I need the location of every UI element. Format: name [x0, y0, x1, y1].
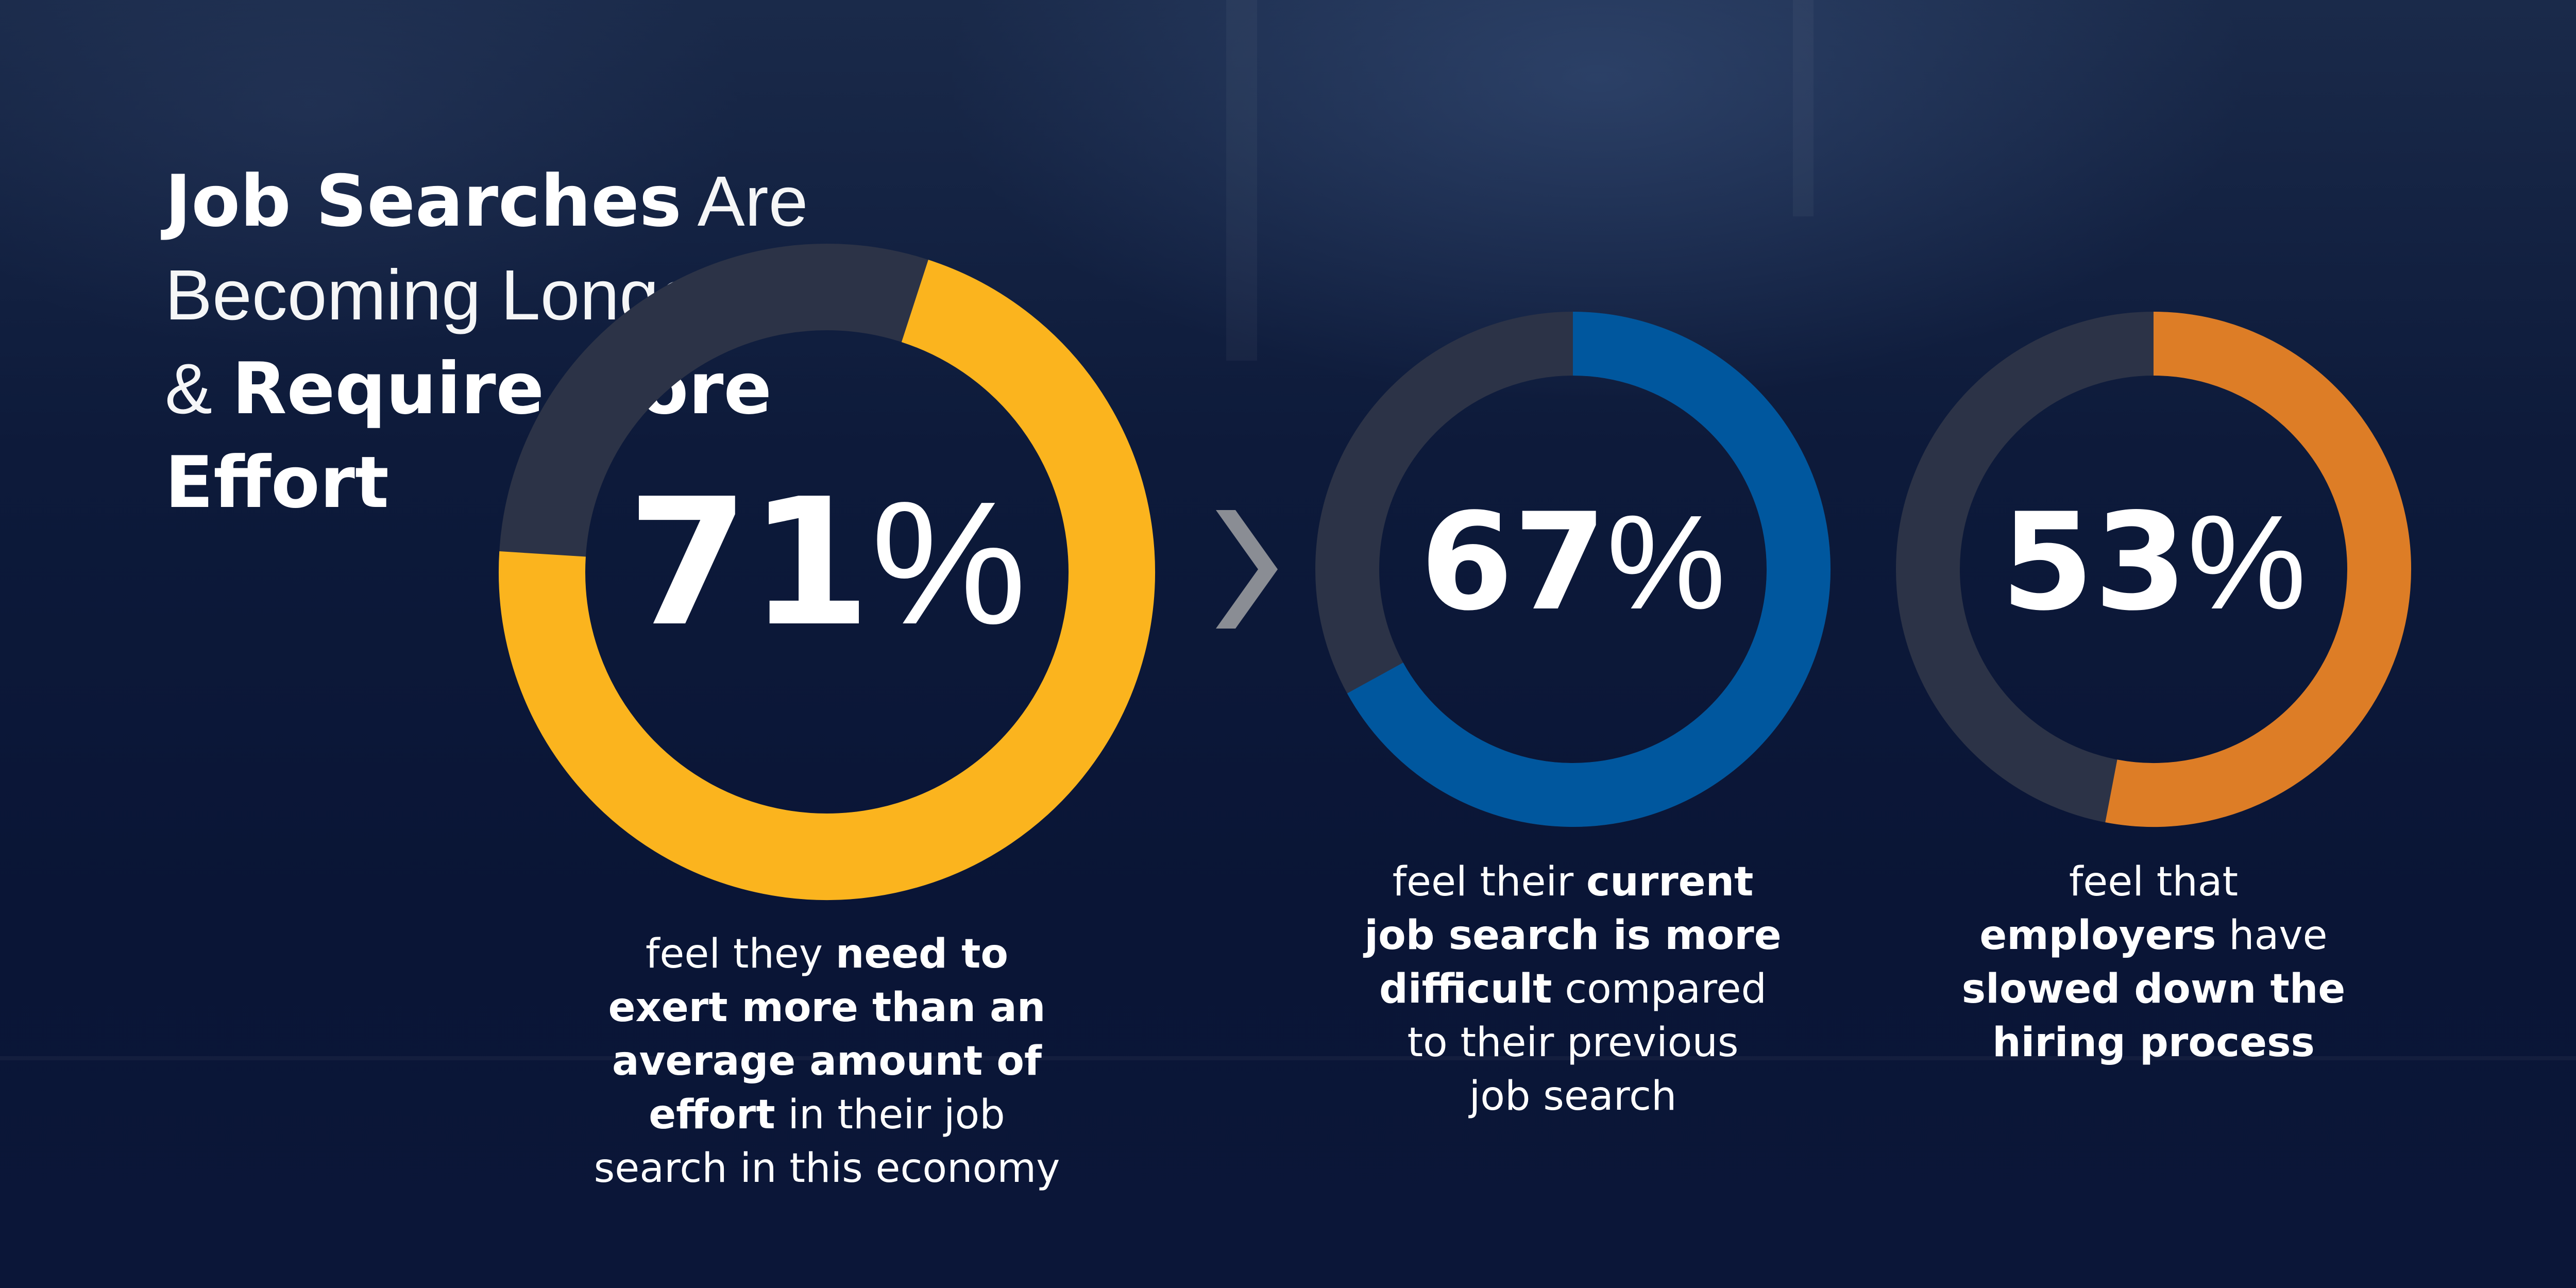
- caption-text: search in this economy: [594, 1145, 1060, 1192]
- caption-text: have: [2216, 912, 2328, 959]
- caption-line: difficult compared: [1315, 962, 1831, 1016]
- headline-line-1: Job Searches Are: [165, 155, 886, 248]
- caption-text: compared: [1552, 966, 1767, 1012]
- caption-line: hiring process: [1896, 1016, 2411, 1070]
- caption-line: job search is more: [1315, 909, 1831, 962]
- background-beam: [0, 1056, 2576, 1060]
- caption-line: feel they need to: [544, 927, 1110, 981]
- caption-bold-text: current: [1586, 859, 1754, 905]
- caption-text: to their previous: [1407, 1020, 1739, 1066]
- caption-text: feel that: [2069, 859, 2239, 905]
- caption-bold-text: hiring process: [1992, 1020, 2315, 1066]
- chevron-right-icon: [1216, 510, 1278, 629]
- caption-line: feel their current: [1315, 855, 1831, 909]
- percent-symbol-1: %: [871, 465, 1027, 661]
- caption-bold-text: employers: [1979, 912, 2216, 959]
- percent-symbol-3: %: [2187, 488, 2307, 637]
- caption-1: feel they need to exert more than an avera…: [544, 927, 1110, 1195]
- caption-text: feel their: [1392, 859, 1587, 905]
- percent-number-1: 71: [627, 461, 871, 665]
- caption-3: feel that employers have slowed down the hi…: [1896, 855, 2411, 1070]
- caption-bold-text: need to: [835, 931, 1009, 977]
- headline-light-1: Are: [681, 162, 808, 241]
- caption-bold-text: difficult: [1379, 966, 1552, 1012]
- caption-line: feel that: [1896, 855, 2411, 909]
- headline-bold-1: Job Searches: [165, 160, 682, 243]
- caption-bold-text: slowed down the: [1961, 966, 2346, 1012]
- caption-line: exert more than an: [544, 981, 1110, 1035]
- caption-text: feel they: [645, 931, 836, 977]
- caption-bold-text: job search is more: [1364, 912, 1782, 959]
- percent-number-2: 67: [1420, 485, 1607, 640]
- percent-label-3: 53%: [1896, 496, 2411, 630]
- caption-bold-text: exert more than an: [608, 985, 1046, 1031]
- caption-bold-text: average amount of: [612, 1038, 1042, 1084]
- caption-line: employers have: [1896, 909, 2411, 962]
- headline-light-3: &: [165, 349, 232, 429]
- caption-line: job search: [1315, 1070, 1831, 1123]
- percent-label-2: 67%: [1315, 496, 1831, 630]
- caption-2: feel their current job search is more diff…: [1315, 855, 1831, 1123]
- percent-symbol-2: %: [1606, 488, 1726, 637]
- background-beam: [1793, 0, 1814, 216]
- background-beam: [1226, 0, 1257, 361]
- caption-bold-text: effort: [649, 1092, 775, 1138]
- caption-text: in their job: [775, 1092, 1005, 1138]
- headline: Job Searches Are Becoming Longer & Requi…: [165, 155, 886, 530]
- caption-line: to their previous: [1315, 1016, 1831, 1070]
- headline-bold-3: Effort: [165, 441, 389, 524]
- caption-line: average amount of: [544, 1035, 1110, 1088]
- donut-arc-3: [2105, 312, 2411, 827]
- headline-line-4: Effort: [165, 436, 886, 530]
- caption-line: slowed down the: [1896, 962, 2411, 1016]
- donut-arc-2: [1347, 312, 1831, 827]
- percent-label-1: 71%: [569, 476, 1084, 651]
- percent-number-3: 53: [2001, 485, 2188, 640]
- caption-line: search in this economy: [544, 1142, 1110, 1195]
- caption-text: job search: [1469, 1073, 1677, 1120]
- caption-line: effort in their job: [544, 1088, 1110, 1142]
- donut-arc-1: [499, 260, 1155, 900]
